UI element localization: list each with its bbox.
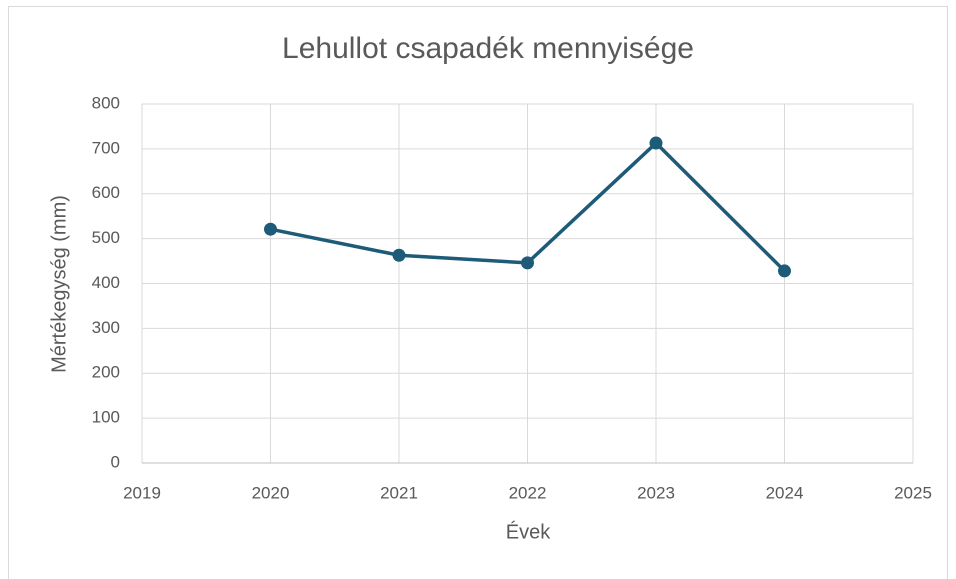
x-tick-label: 2025 bbox=[894, 483, 932, 502]
y-tick-label: 300 bbox=[92, 318, 120, 337]
y-tick-label: 100 bbox=[92, 408, 120, 427]
y-axis-label: Mértékegység (mm) bbox=[48, 195, 70, 373]
point bbox=[778, 264, 791, 278]
x-tick-label: 2020 bbox=[252, 483, 290, 502]
x-tick-label: 2021 bbox=[380, 483, 418, 502]
y-tick-label: 500 bbox=[92, 228, 120, 247]
chart-title: Lehullot csapadék mennyisége bbox=[282, 32, 694, 65]
point bbox=[264, 222, 277, 236]
y-tick-label: 400 bbox=[92, 273, 120, 292]
y-tick-label: 200 bbox=[92, 363, 120, 382]
y-tick-label: 800 bbox=[92, 93, 120, 112]
point bbox=[392, 248, 406, 262]
point bbox=[649, 136, 663, 150]
x-tick-label: 2023 bbox=[637, 483, 675, 502]
y-tick-label: 700 bbox=[92, 138, 120, 157]
x-tick-label: 2024 bbox=[766, 483, 804, 502]
y-tick-label: 600 bbox=[92, 183, 120, 202]
x-axis-label: Évek bbox=[506, 520, 551, 543]
x-tick-label: 2022 bbox=[509, 483, 547, 502]
y-tick-label: 0 bbox=[111, 452, 120, 471]
point bbox=[521, 256, 534, 270]
chart-frame bbox=[8, 6, 948, 579]
x-tick-label: 2019 bbox=[123, 483, 161, 502]
